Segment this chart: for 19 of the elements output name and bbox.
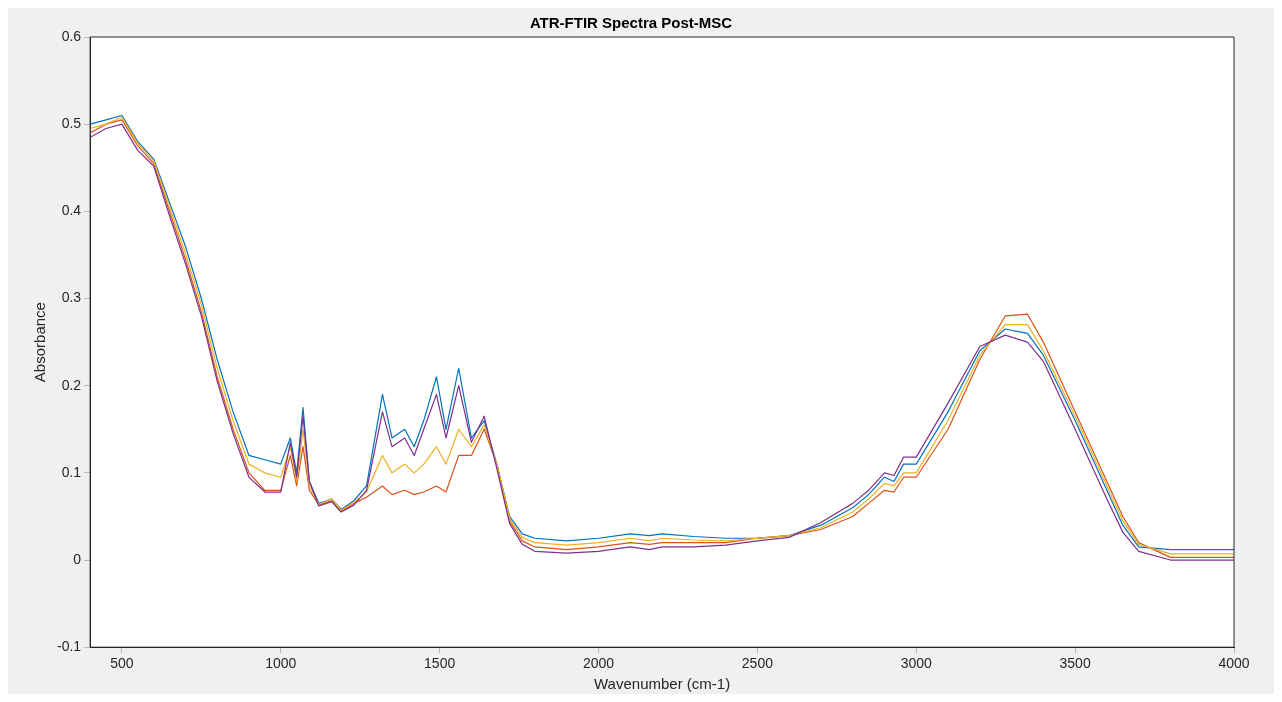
y-tick-label: 0.6: [61, 27, 82, 44]
x-tick-label: 4000: [1218, 655, 1250, 672]
x-tick-label: 500: [110, 655, 134, 672]
x-tick-label: 1000: [265, 655, 297, 672]
x-tick-label: 2000: [582, 655, 615, 672]
y-tick-label: 0: [73, 550, 82, 567]
y-axis-title: Absorbance: [31, 302, 49, 383]
y-tick-label: -0.1: [57, 638, 82, 655]
y-tick-label: 0.5: [61, 115, 82, 132]
x-axis-title: Wavenumber (cm-1): [593, 675, 731, 693]
y-tick-label: 0.2: [61, 376, 82, 393]
x-tick-label: 3500: [1059, 655, 1091, 672]
chart-title: ATR-FTIR Spectra Post-MSC: [529, 14, 733, 32]
y-tick-label: 0.1: [61, 463, 82, 480]
y-tick-label: 0.4: [61, 202, 82, 219]
x-tick-label: 3000: [900, 655, 933, 672]
x-tick-label: 2500: [741, 655, 774, 672]
x-tick-label: 1500: [424, 655, 456, 672]
y-tick-label: 0.3: [61, 289, 82, 306]
